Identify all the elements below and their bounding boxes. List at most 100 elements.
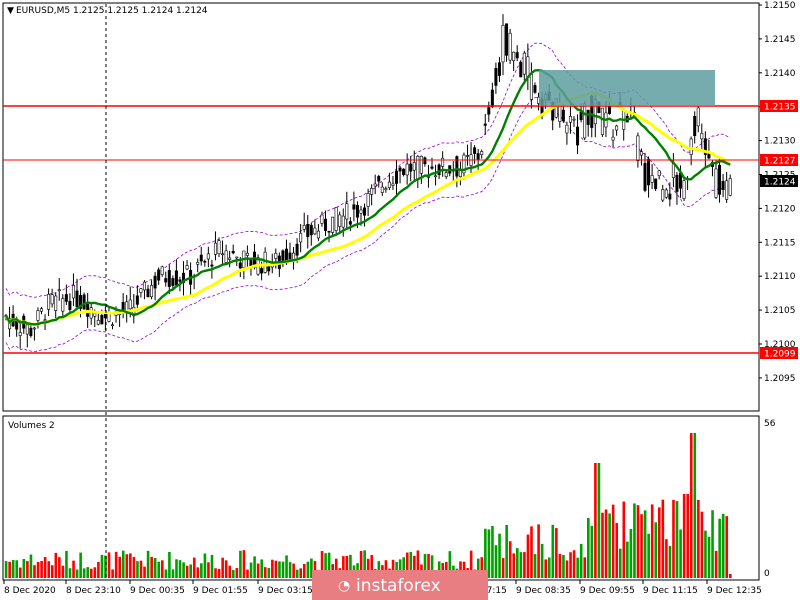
volume-bar (398, 559, 402, 578)
volume-bar (576, 557, 579, 578)
candle (473, 147, 477, 154)
volume-bar (437, 561, 441, 578)
price-tag-label: 1.2124 (764, 178, 796, 188)
candle (636, 135, 640, 161)
candle (568, 116, 572, 123)
volume-bar (299, 568, 303, 578)
volume-bar (597, 463, 601, 578)
volume-bar (40, 560, 43, 578)
candle (61, 298, 65, 312)
candle (572, 118, 576, 121)
volume-bar (405, 552, 409, 578)
volume-bar (349, 554, 352, 578)
volume-bar (306, 561, 310, 578)
volume-bar (97, 561, 100, 578)
volume-panel[interactable] (2, 415, 760, 581)
volume-bar (718, 518, 721, 578)
volume-bar (288, 562, 292, 578)
volume-bar (54, 552, 58, 578)
candle (434, 175, 438, 178)
candle (718, 164, 722, 195)
volume-bar (583, 557, 587, 578)
volume-bar (22, 558, 26, 578)
volume-bar (292, 563, 295, 578)
volume-bar (210, 554, 214, 578)
volume-bar (342, 556, 345, 578)
volume-bar (4, 561, 8, 578)
volume-bar (484, 528, 487, 578)
watermark-banner (312, 570, 488, 600)
candle (355, 205, 359, 218)
volume-bar (366, 558, 370, 578)
volume-bar (164, 569, 168, 578)
volume-bar (82, 568, 86, 578)
time-tick-label: 9 Dec 08:35 (516, 586, 571, 596)
candle (725, 180, 729, 200)
price-panel[interactable] (2, 2, 760, 412)
volume-bar (697, 499, 700, 578)
volume-bar (423, 554, 427, 578)
volume-bar (143, 566, 146, 578)
candle (36, 310, 40, 321)
candle (320, 214, 324, 224)
volume-bar (611, 504, 615, 578)
volume-bar (178, 560, 182, 578)
volume-bar (654, 522, 658, 578)
volume-bar (448, 551, 452, 578)
candle (380, 186, 384, 193)
volume-bar (200, 563, 203, 578)
volume-bar (700, 511, 704, 578)
candle (210, 264, 214, 267)
volume-bar (118, 556, 121, 578)
volume-bar (579, 543, 583, 578)
volume-bar (430, 555, 434, 578)
volume-bar (668, 545, 672, 578)
candle (100, 314, 104, 325)
time-tick-label: 9 Dec 00:35 (130, 586, 185, 596)
candle (231, 250, 235, 254)
volume-bar (100, 554, 104, 578)
candle (600, 107, 604, 135)
candle (150, 285, 154, 298)
candle (668, 193, 672, 200)
candle (313, 227, 317, 235)
candle (164, 278, 168, 283)
volume-bar (476, 558, 480, 578)
candle (728, 178, 732, 196)
volume-bar (90, 568, 93, 578)
price-tag-label: 1.2099 (764, 350, 796, 360)
volume-bar (661, 499, 665, 578)
volume-bar (693, 433, 697, 578)
volume-bar (721, 513, 725, 578)
volume-bar (310, 558, 313, 578)
candle (387, 181, 391, 188)
candle (25, 324, 29, 335)
candle (50, 294, 54, 305)
candle (245, 252, 249, 256)
candle (323, 218, 327, 231)
candle (483, 123, 487, 126)
volume-bar (363, 550, 366, 578)
volume-bar (711, 510, 714, 578)
price-tag (760, 347, 798, 359)
volume-bar (686, 494, 689, 578)
candle (142, 281, 146, 291)
volume-bar (175, 559, 178, 578)
candle (444, 172, 448, 177)
volume-bar (537, 524, 540, 578)
candle (18, 332, 22, 336)
candle (263, 251, 267, 273)
volume-bar (384, 560, 388, 578)
candle (501, 25, 505, 63)
volume-bar (675, 501, 679, 578)
candle (561, 109, 565, 122)
volume-bar (665, 539, 668, 578)
volume-bar (93, 567, 97, 578)
volume-bar (590, 525, 594, 578)
volume-bar (228, 565, 232, 578)
candle (402, 168, 406, 175)
volume-bar (334, 558, 338, 578)
price-tick-label: 1.2105 (764, 306, 796, 316)
candle (160, 266, 164, 275)
